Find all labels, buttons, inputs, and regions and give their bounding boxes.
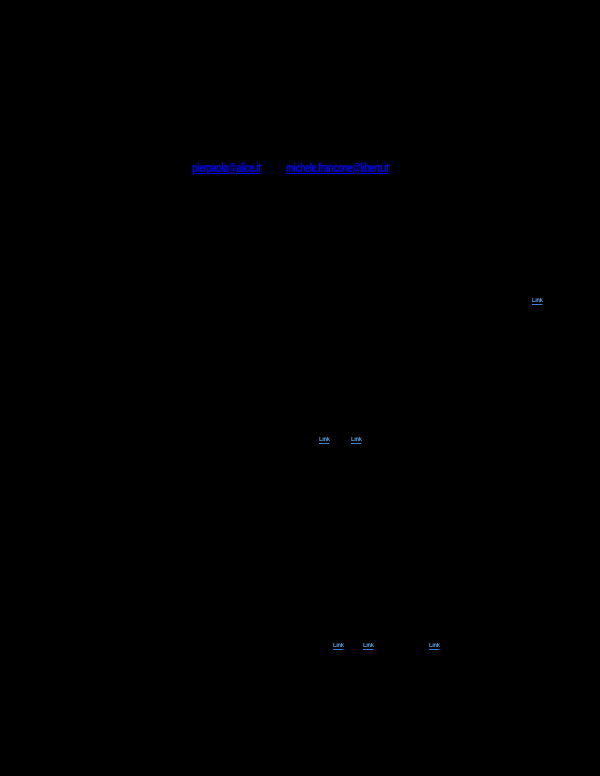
tiny-link-1[interactable]: Link (532, 298, 543, 305)
tiny-link-4[interactable]: Link (333, 643, 344, 650)
email-link-2[interactable]: michele.francone@libero.it (286, 160, 389, 175)
tiny-link-2[interactable]: Link (319, 437, 330, 444)
tiny-link-5[interactable]: Link (363, 643, 374, 650)
tiny-link-3[interactable]: Link (351, 437, 362, 444)
email-link-1[interactable]: pierpaolo@alice.it (192, 160, 261, 175)
tiny-link-6[interactable]: Link (429, 643, 440, 650)
